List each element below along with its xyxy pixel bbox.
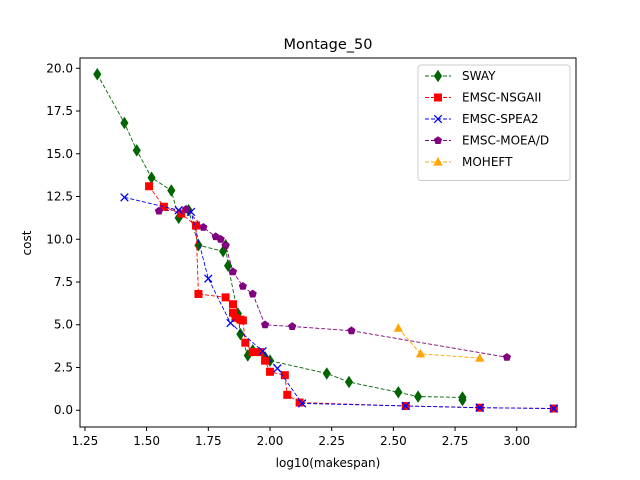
data-point-sway <box>167 184 176 197</box>
x-tick-label: 2.00 <box>257 434 284 448</box>
data-point-emsc-moea-d <box>238 281 247 290</box>
data-point-moheft <box>393 323 403 332</box>
data-point-sway <box>132 144 141 157</box>
data-point-emsc-moea-d <box>221 240 230 249</box>
data-point-emsc-moea-d <box>502 352 511 361</box>
data-point-emsc-nsgaii <box>295 398 304 407</box>
legend-marker <box>433 69 443 83</box>
series-moheft <box>393 323 485 362</box>
data-point-emsc-nsgaii <box>228 308 237 317</box>
legend-marker <box>433 114 443 124</box>
y-tick-label: 12.5 <box>46 190 73 204</box>
legend-label: EMSC-SPEA2 <box>462 112 539 126</box>
y-tick-label: 20.0 <box>46 61 73 75</box>
data-point-sway <box>322 367 331 380</box>
data-point-emsc-nsgaii <box>177 209 186 218</box>
data-point-moheft <box>415 348 426 358</box>
data-point-emsc-nsgaii <box>238 316 247 325</box>
y-tick-label: 0.0 <box>54 403 73 417</box>
data-point-emsc-moea-d <box>288 322 297 330</box>
x-tick-label: 2.25 <box>318 434 345 448</box>
data-point-emsc-spea2 <box>475 403 485 412</box>
y-tick-label: 10.0 <box>46 232 73 246</box>
data-point-sway <box>413 390 423 403</box>
data-point-emsc-spea2 <box>297 399 307 408</box>
series-emsc-moea-d <box>154 205 511 361</box>
data-point-emsc-moea-d <box>260 320 270 329</box>
series-emsc-spea2 <box>120 193 559 413</box>
data-point-sway <box>236 327 245 341</box>
series-line-emsc-nsgaii <box>148 185 554 409</box>
data-point-emsc-nsgaii <box>221 293 230 302</box>
data-point-emsc-nsgaii <box>231 313 240 322</box>
data-point-emsc-moea-d <box>228 267 238 276</box>
legend: SWAY EMSC-NSGAII EMSC-SPEA2 EMSC-MOEA/D MOHE… <box>417 64 571 181</box>
data-point-emsc-spea2 <box>401 401 410 411</box>
legend-marker <box>433 157 443 166</box>
legend-item-sway: SWAY <box>425 69 496 83</box>
y-tick-label: 17.5 <box>46 104 73 118</box>
y-tick-label: 7.5 <box>54 275 73 289</box>
data-point-emsc-moea-d <box>182 205 191 213</box>
legend-label: SWAY <box>462 69 496 83</box>
legend-label: MOHEFT <box>462 155 513 169</box>
data-point-emsc-nsgaii <box>191 221 200 230</box>
data-point-emsc-nsgaii <box>145 182 154 191</box>
data-point-emsc-spea2 <box>549 404 559 413</box>
legend-item-moheft: MOHEFT <box>425 155 513 169</box>
y-tick-label: 5.0 <box>54 318 73 332</box>
data-point-emsc-moea-d <box>154 206 164 215</box>
legend-item-emsc-nsgaii: EMSC-NSGAII <box>425 91 541 105</box>
legend-label: EMSC-NSGAII <box>462 91 541 105</box>
data-point-emsc-moea-d <box>248 289 257 298</box>
data-point-emsc-nsgaii <box>280 371 289 380</box>
data-point-sway <box>93 68 102 81</box>
data-point-emsc-nsgaii <box>283 390 292 399</box>
x-tick-label: 1.50 <box>133 434 160 448</box>
x-tick-label: 2.75 <box>442 434 469 448</box>
x-axis-label: log10(makespan) <box>276 456 381 470</box>
data-point-emsc-moea-d <box>199 222 208 231</box>
legend-box <box>417 64 571 181</box>
x-axis-ticks: 1.25 1.50 1.75 2.00 2.25 2.50 2.75 3.00 <box>72 427 530 448</box>
data-point-sway <box>223 259 233 272</box>
data-point-emsc-spea2 <box>120 193 129 202</box>
y-axis-ticks: 0.0 2.5 5.0 7.5 10.0 12.5 15.0 17.5 20.0 <box>46 61 80 417</box>
data-point-emsc-spea2 <box>273 364 282 373</box>
chart-title: Montage_50 <box>284 37 373 53</box>
series-layer <box>93 68 559 413</box>
data-point-emsc-moea-d <box>216 234 225 243</box>
y-tick-label: 15.0 <box>46 147 73 161</box>
legend-label: EMSC-MOEA/D <box>462 134 549 148</box>
x-tick-label: 2.50 <box>380 434 407 448</box>
data-point-emsc-nsgaii <box>241 338 250 347</box>
plot-frame <box>79 57 577 428</box>
data-point-sway <box>120 116 129 130</box>
data-point-emsc-nsgaii <box>228 300 237 309</box>
data-point-emsc-spea2 <box>226 318 235 328</box>
data-point-emsc-moea-d <box>347 326 356 335</box>
x-tick-label: 1.25 <box>72 434 99 448</box>
data-point-moheft <box>475 353 485 362</box>
data-point-emsc-spea2 <box>258 346 267 356</box>
x-tick-label: 1.75 <box>195 434 222 448</box>
legend-marker <box>434 93 442 102</box>
data-point-sway <box>394 386 403 399</box>
data-point-emsc-nsgaii <box>266 367 275 376</box>
legend-marker <box>433 136 443 144</box>
data-point-sway <box>458 393 467 407</box>
data-point-emsc-nsgaii <box>261 356 270 365</box>
legend-item-emsc-spea2: EMSC-SPEA2 <box>425 112 539 126</box>
data-point-emsc-nsgaii <box>159 202 168 211</box>
data-point-emsc-nsgaii <box>194 289 203 298</box>
y-axis-label: cost <box>20 230 34 255</box>
legend-item-emsc-moea-d: EMSC-MOEA/D <box>425 134 549 148</box>
x-tick-label: 3.00 <box>503 434 530 448</box>
data-point-sway <box>344 375 354 389</box>
data-point-emsc-nsgaii <box>248 348 257 357</box>
data-point-emsc-nsgaii <box>256 348 265 357</box>
y-tick-label: 2.5 <box>54 360 73 374</box>
data-point-emsc-spea2 <box>204 274 213 283</box>
